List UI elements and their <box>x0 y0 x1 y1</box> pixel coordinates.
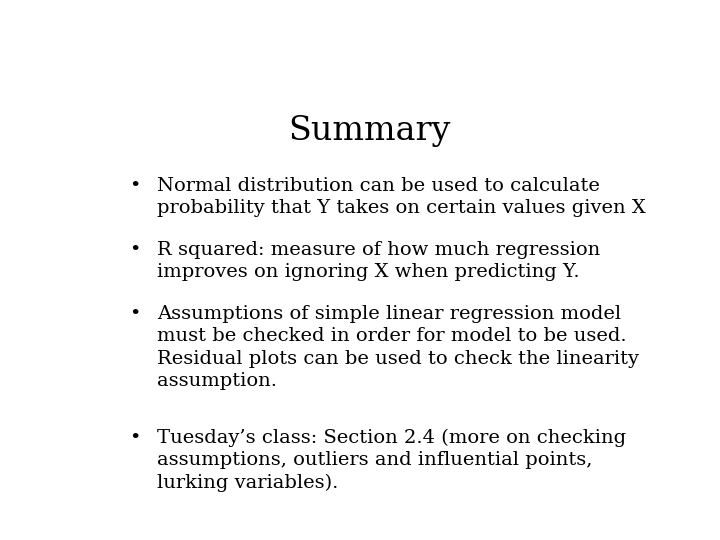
Text: •: • <box>129 241 140 259</box>
Text: R squared: measure of how much regression
improves on ignoring X when predicting: R squared: measure of how much regressio… <box>157 241 600 281</box>
Text: Tuesday’s class: Section 2.4 (more on checking
assumptions, outliers and influen: Tuesday’s class: Section 2.4 (more on ch… <box>157 429 626 492</box>
Text: Assumptions of simple linear regression model
must be checked in order for model: Assumptions of simple linear regression … <box>157 305 639 390</box>
Text: •: • <box>129 429 140 447</box>
Text: Normal distribution can be used to calculate
probability that Y takes on certain: Normal distribution can be used to calcu… <box>157 177 646 217</box>
Text: •: • <box>129 305 140 323</box>
Text: •: • <box>129 177 140 195</box>
Text: Summary: Summary <box>288 114 450 147</box>
